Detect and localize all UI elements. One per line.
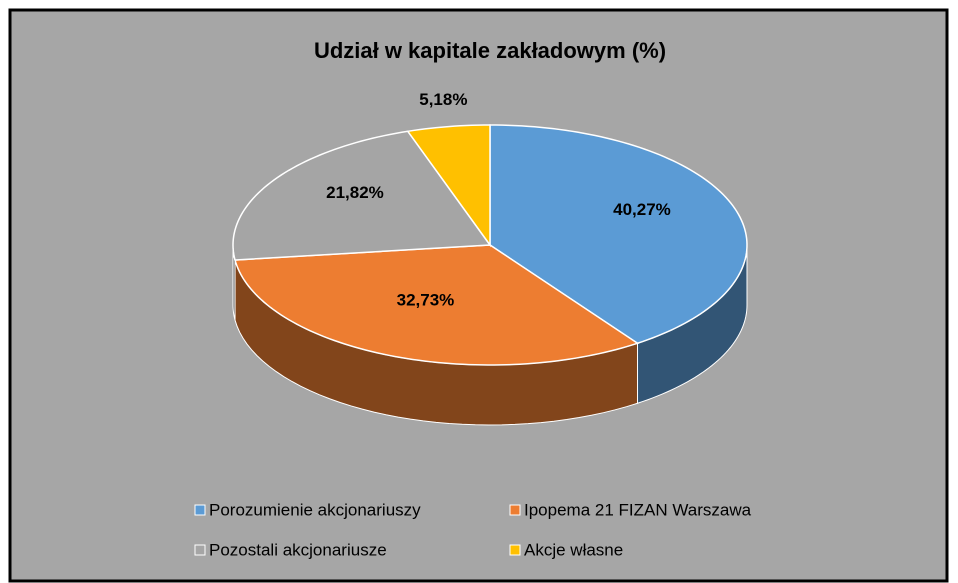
slice <box>489 124 748 345</box>
legend-swatch <box>509 544 521 556</box>
chart-title: Udział w kapitale zakładowym (%) <box>314 38 666 63</box>
slice <box>406 124 491 248</box>
legend-label: Pozostali akcjonariusze <box>209 540 387 559</box>
data-label: 40,27% <box>613 200 671 219</box>
data-label: 32,73% <box>397 291 455 310</box>
legend-swatch <box>509 504 521 516</box>
slice <box>234 244 640 366</box>
legend-swatch <box>194 544 206 556</box>
slice <box>232 130 492 261</box>
legend-swatch <box>194 504 206 516</box>
legend-label: Akcje własne <box>524 540 623 559</box>
data-label: 21,82% <box>326 183 384 202</box>
legend-label: Porozumienie akcjonariuszy <box>209 500 421 519</box>
legend-label: Ipopema 21 FIZAN Warszawa <box>524 500 752 519</box>
data-label: 5,18% <box>419 90 467 109</box>
